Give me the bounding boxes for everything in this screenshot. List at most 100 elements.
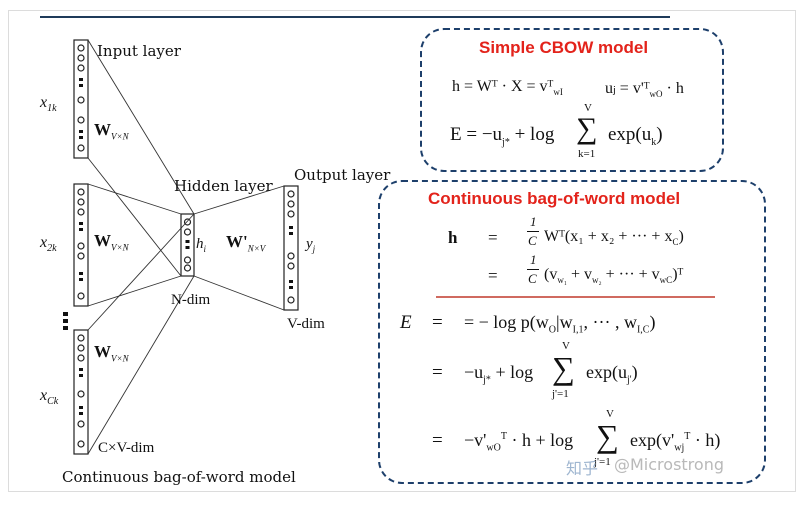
ellipsis-dot xyxy=(79,228,83,231)
neuron xyxy=(183,256,192,264)
hidden-layer-label: Hidden layer xyxy=(174,177,273,195)
ellipsis-dot xyxy=(79,130,83,133)
input-vector-2 xyxy=(73,183,89,307)
connection-line xyxy=(87,183,182,215)
ellipsis-dot xyxy=(185,246,190,249)
output-layer-label: Output layer xyxy=(294,166,391,184)
y-label: yj xyxy=(306,236,316,254)
cont-h2-right: (vw₁ + vw₂ + ··· + vwC)ᵀ xyxy=(544,266,684,286)
cont-h1-right: Wᵀ(x₁ + x₂ + ··· + xC) xyxy=(544,228,684,248)
simple-eq-E-right: exp(uk) xyxy=(608,124,663,148)
neuron xyxy=(77,344,85,352)
cont-frac1-num: 1 xyxy=(530,214,537,229)
neuron xyxy=(77,64,85,72)
neuron xyxy=(287,210,295,218)
neuron xyxy=(77,44,85,52)
w-input-3-label: WV×N xyxy=(94,342,129,364)
x1-label: x1k xyxy=(40,94,57,115)
ellipsis-dot xyxy=(185,240,190,243)
x2-label: x2k xyxy=(40,234,57,255)
w-input-1-label: WV×N xyxy=(94,120,129,142)
hidden-vector xyxy=(180,213,195,277)
continuous-cbow-title: Continuous bag-of-word model xyxy=(428,189,681,208)
neuron xyxy=(77,208,85,216)
v-dim-label: V-dim xyxy=(287,316,325,332)
ellipsis-dot xyxy=(79,222,83,225)
neuron xyxy=(287,262,295,270)
connection-line xyxy=(87,275,182,307)
simple-eq-u: uⱼ = v'ᵀwO · h xyxy=(605,80,684,100)
figure-caption: Continuous bag-of-word model xyxy=(62,468,296,486)
neuron xyxy=(77,292,85,300)
ellipsis-dot xyxy=(79,368,83,371)
connection-line xyxy=(87,275,195,455)
w-output-label: W'N×V xyxy=(226,232,266,254)
cont-e3-rhs-a: −v'wOT · h + log xyxy=(464,430,574,454)
neuron xyxy=(287,200,295,208)
neuron xyxy=(77,54,85,62)
neuron xyxy=(77,420,85,428)
ellipsis-dot xyxy=(79,278,83,281)
cont-h1-left: h xyxy=(448,228,458,247)
neuron xyxy=(77,144,85,152)
cont-frac2-num: 1 xyxy=(530,252,537,267)
neuron xyxy=(77,96,85,104)
connection-line xyxy=(193,275,285,311)
ellipsis-dot xyxy=(289,280,293,283)
ellipsis-dot xyxy=(289,286,293,289)
simple-cbow-title: Simple CBOW model xyxy=(479,38,649,57)
neuron xyxy=(77,198,85,206)
ellipsis-dot xyxy=(289,232,293,235)
connection-line xyxy=(87,157,182,277)
neuron xyxy=(77,390,85,398)
simple-sum-symbol: ∑ xyxy=(576,112,598,145)
cont-sum2-top: V xyxy=(562,340,570,352)
simple-cbow-box xyxy=(420,28,724,172)
ellipsis-dot xyxy=(79,84,83,87)
cont-h1-eq: = xyxy=(488,228,498,247)
top-rule xyxy=(40,16,670,18)
cont-e3-rhs-c: exp(v'wjT · h) xyxy=(630,430,721,454)
neuron xyxy=(183,228,192,236)
input-vector-1 xyxy=(73,39,89,159)
ellipsis-dot xyxy=(79,374,83,377)
ellipsis-dot xyxy=(79,406,83,409)
n-dim-label: N-dim xyxy=(171,292,211,308)
connection-line xyxy=(87,39,195,215)
neuron xyxy=(77,116,85,124)
cv-dim-label: C×V-dim xyxy=(98,440,155,456)
neuron xyxy=(77,440,85,448)
cont-E-label: E xyxy=(400,312,412,333)
cont-sum2-bottom: j'=1 xyxy=(552,388,569,400)
cont-e1-rhs: = − log p(wO|wI,1, ··· , wI,C) xyxy=(464,312,656,336)
ellipsis-dot xyxy=(289,226,293,229)
cont-frac2-den: C xyxy=(528,271,537,286)
cont-e2-rhs-c: exp(uj') xyxy=(586,362,638,386)
output-vector xyxy=(283,185,299,311)
ellipsis-dot xyxy=(63,326,68,330)
neuron xyxy=(77,354,85,362)
ellipsis-dot xyxy=(63,319,68,323)
neuron xyxy=(77,188,85,196)
cont-e2-eq: = xyxy=(432,362,443,383)
figure-frame xyxy=(8,10,796,492)
neuron xyxy=(77,252,85,260)
ellipsis-dot xyxy=(63,312,68,316)
simple-eq-E-left: E = −uj* + log xyxy=(450,124,555,148)
hidden-layer-vector xyxy=(180,213,195,277)
cont-e2-rhs-a: −uj* + log xyxy=(464,362,534,386)
author-watermark: @Microstrong xyxy=(614,455,724,474)
neuron xyxy=(287,190,295,198)
ellipsis-dot xyxy=(79,272,83,275)
w-input-2-label: WV×N xyxy=(94,231,129,253)
simple-sum-top: V xyxy=(584,102,592,114)
neuron xyxy=(77,242,85,250)
output-layer-vector xyxy=(283,185,299,311)
simple-sum-bottom: k=1 xyxy=(578,148,596,160)
neuron xyxy=(183,264,192,272)
cont-sum3-top: V xyxy=(606,408,614,420)
input-column-1 xyxy=(73,39,89,159)
zhihu-watermark: 知乎 xyxy=(566,459,599,478)
input-column-3 xyxy=(73,329,89,455)
